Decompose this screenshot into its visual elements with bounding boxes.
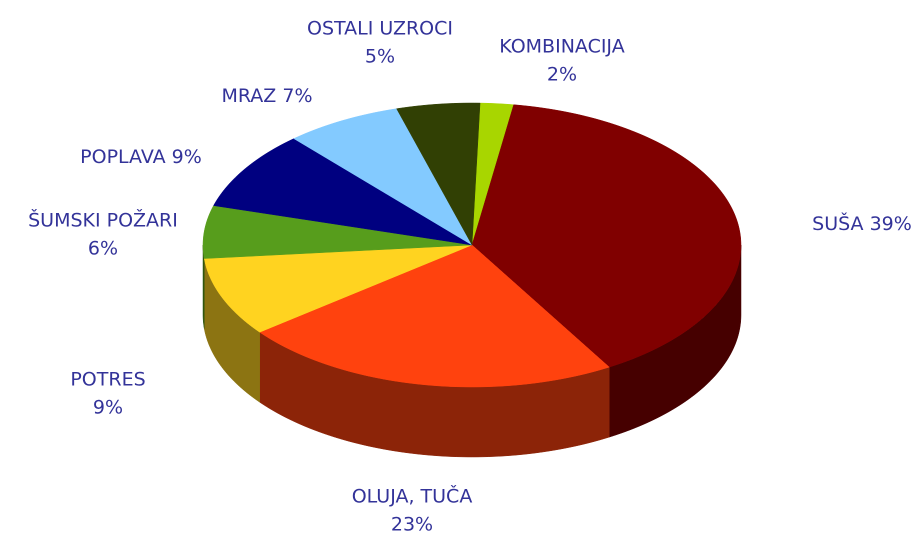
slice: [293, 108, 473, 246]
slice-label: MRAZ 7%: [221, 85, 312, 107]
slice-label: POPLAVA 9%: [80, 146, 202, 168]
value-label: 2%: [547, 64, 577, 86]
slice: [259, 244, 610, 388]
value-label: 7%: [282, 85, 312, 107]
slice: [213, 138, 473, 246]
category-name: POPLAVA: [80, 146, 165, 168]
category-name: SUŠA: [812, 211, 863, 235]
slice-label: KOMBINACIJA: [499, 36, 624, 58]
category-name: MRAZ: [221, 85, 276, 107]
slice: [203, 244, 473, 333]
slice: [396, 102, 481, 246]
value-label: 9%: [93, 397, 123, 419]
value-label: 23%: [391, 514, 433, 534]
slice: [471, 104, 742, 368]
slice-label: OSTALI UZROCI: [307, 18, 453, 40]
value-label: 6%: [88, 238, 118, 260]
value-label: 9%: [172, 146, 202, 168]
slice-label: ŠUMSKI POŽARI: [28, 208, 178, 232]
slice-label: OLUJA, TUČA: [352, 484, 473, 508]
slice-label: POTRES: [70, 369, 145, 391]
value-label: 5%: [365, 46, 395, 68]
slice: [202, 205, 473, 259]
slice-label: SUŠA 39%: [812, 211, 912, 235]
value-label: 39%: [870, 213, 912, 235]
